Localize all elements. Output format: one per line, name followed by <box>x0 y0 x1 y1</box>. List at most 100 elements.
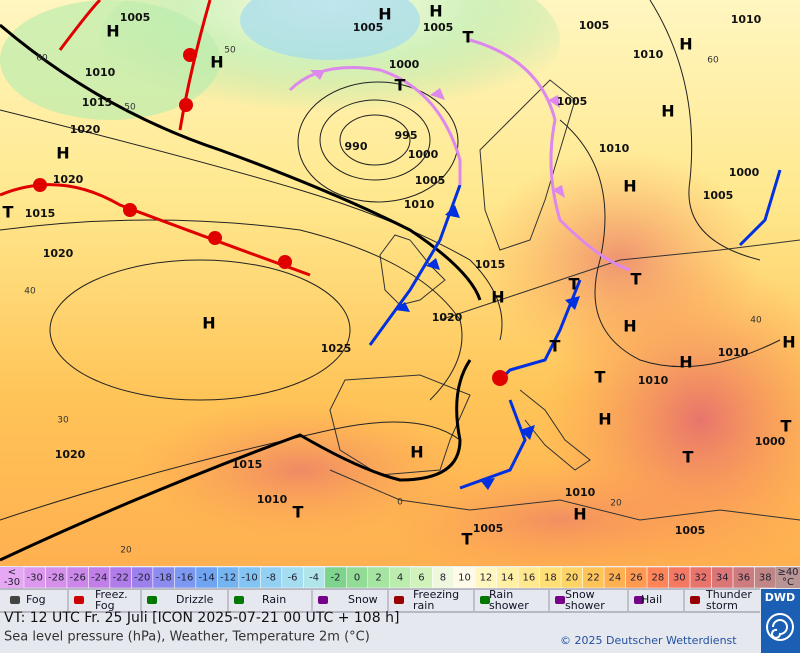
scale-label: -20 <box>134 573 150 584</box>
map-labels: 1005 1005 1005 1005 1010 1010 1000 1010 1015 1005… <box>3 2 796 556</box>
temperature-label: 20 <box>120 546 132 556</box>
logo-spiral <box>771 619 788 639</box>
scale-label: 32 <box>694 573 707 584</box>
scale-label: 28 <box>651 573 664 584</box>
cold-front-symbol <box>520 425 535 440</box>
copyright: © 2025 Deutscher Wetterdienst <box>560 634 737 647</box>
isobar <box>0 219 463 401</box>
pressure-label: 1020 <box>53 173 84 186</box>
high-pressure: H <box>491 288 504 307</box>
scale-label: 38 <box>759 573 772 584</box>
high-pressure: H <box>573 505 586 524</box>
isobar <box>339 114 411 166</box>
high-pressure: H <box>661 102 674 121</box>
isobar-1015 <box>0 359 472 562</box>
weather-label: Fog <box>95 599 115 612</box>
scale-label: 14 <box>501 573 514 584</box>
pressure-label: 1005 <box>579 19 610 32</box>
low-pressure: T <box>395 76 406 95</box>
warm-area <box>380 460 740 580</box>
warm-front-symbol <box>278 255 292 269</box>
coastline <box>329 374 471 476</box>
scale-label: -22 <box>113 573 129 584</box>
isobar-1015 <box>0 23 482 301</box>
pressure-label: 1010 <box>731 13 762 26</box>
warm-front-symbol <box>123 203 137 217</box>
pressure-label: 1020 <box>432 311 463 324</box>
high-pressure: H <box>679 353 692 372</box>
isobars <box>0 0 781 521</box>
warm-front-symbol <box>183 48 197 62</box>
pressure-label: 1010 <box>599 142 630 155</box>
scale-label: -14 <box>198 573 214 584</box>
scale-label: 12 <box>480 573 493 584</box>
scale-label: 4 <box>397 573 403 584</box>
cold-front-symbol <box>480 478 495 490</box>
pressure-label: 1000 <box>729 166 760 179</box>
scale-label: 24 <box>608 573 621 584</box>
front-symbols <box>33 48 580 490</box>
scale-label: -16 <box>177 573 193 584</box>
pressure-label: 1015 <box>25 207 56 220</box>
scale-label: 36 <box>737 573 750 584</box>
scale-label: -4 <box>309 573 319 584</box>
scale-label: -26 <box>70 573 86 584</box>
pressure-label: 1015 <box>232 458 263 471</box>
pressure-label: 1010 <box>404 198 435 211</box>
pressure-label: 1020 <box>43 247 74 260</box>
low-pressure: T <box>462 530 473 549</box>
warm-front <box>178 0 212 131</box>
weather-icon <box>634 596 644 604</box>
pressure-label: 1005 <box>703 189 734 202</box>
weather-icon <box>480 596 490 604</box>
temperature-label: 0 <box>397 498 403 508</box>
cold-front <box>738 169 782 247</box>
pressure-label: 1010 <box>633 48 664 61</box>
weather-label: Rain <box>262 593 286 606</box>
cold-area <box>240 0 420 60</box>
pressure-label: 1000 <box>408 148 439 161</box>
scale-label: -24 <box>91 573 107 584</box>
pressure-label: 1010 <box>85 66 116 79</box>
pressure-label: 1005 <box>415 174 446 187</box>
pressure-label: 1005 <box>473 522 504 535</box>
high-pressure: H <box>210 53 223 72</box>
high-pressure: H <box>598 410 611 429</box>
weather-icon <box>318 596 328 604</box>
temperature-label: 60 <box>36 54 48 64</box>
low-pressure: T <box>781 417 792 436</box>
scale-label: -8 <box>266 573 276 584</box>
scale-label: -2 <box>331 573 341 584</box>
warm-front-symbol <box>33 178 47 192</box>
low-pressure: T <box>683 448 694 467</box>
scale-label: -28 <box>48 573 64 584</box>
scale-label: -12 <box>220 573 236 584</box>
high-pressure: H <box>202 314 215 333</box>
high-pressure: H <box>106 22 119 41</box>
isobar <box>49 259 351 401</box>
pressure-label: 1020 <box>55 448 86 461</box>
occluded-front-symbol <box>430 88 445 100</box>
warm-front-symbol <box>179 98 193 112</box>
scale-label: °C <box>782 577 794 588</box>
scale-label: 0 <box>354 573 360 584</box>
pressure-label: 1010 <box>638 374 669 387</box>
weather-label: storm <box>706 599 738 612</box>
pressure-label: 1025 <box>321 342 352 355</box>
high-pressure: H <box>623 317 636 336</box>
scale-label: -10 <box>241 573 257 584</box>
weather-label: Freez. <box>95 588 128 601</box>
scale-label: 8 <box>440 573 446 584</box>
scale-label: 22 <box>587 573 600 584</box>
weather-label: Thunder <box>705 588 752 601</box>
scale-label: 2 <box>375 573 381 584</box>
cold-front-symbol <box>426 258 440 270</box>
scale-cell <box>0 567 24 588</box>
weather-icon <box>10 596 20 604</box>
logo-ring <box>766 613 794 641</box>
weather-icon <box>690 596 700 604</box>
warm-area <box>130 400 470 540</box>
scale-label: 16 <box>523 573 536 584</box>
pressure-label: 1000 <box>755 435 786 448</box>
pressure-label: 1000 <box>389 58 420 71</box>
